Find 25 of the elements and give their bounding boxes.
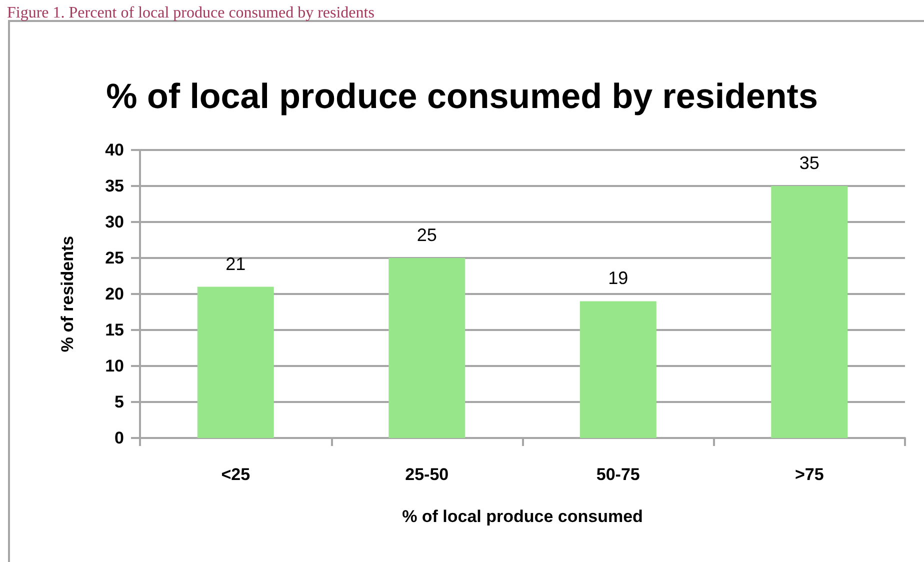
y-tick-label: 10 bbox=[105, 356, 124, 376]
y-tick-label: 15 bbox=[105, 320, 124, 340]
bar bbox=[197, 286, 274, 438]
y-tick-label: 35 bbox=[105, 176, 124, 196]
x-axis-title: % of local produce consumed bbox=[402, 507, 643, 526]
bar bbox=[580, 301, 656, 438]
y-tick-label: 40 bbox=[105, 140, 124, 160]
y-tick-label: 25 bbox=[105, 248, 124, 268]
y-tick-label: 0 bbox=[114, 428, 124, 448]
data-label: 35 bbox=[799, 153, 820, 173]
x-tick-label: 25-50 bbox=[405, 465, 449, 484]
data-label: 19 bbox=[608, 268, 628, 288]
x-tick-label: <25 bbox=[221, 465, 250, 484]
data-label: 25 bbox=[416, 225, 437, 245]
data-label: 21 bbox=[226, 254, 246, 274]
y-tick-label: 20 bbox=[105, 284, 124, 304]
chart-title: % of local produce consumed by residents bbox=[106, 77, 818, 116]
bar bbox=[388, 258, 466, 438]
x-tick-label: 50-75 bbox=[596, 465, 640, 484]
bar bbox=[771, 186, 848, 438]
caption: Figure 1. Percent of local produce consumed by residents bbox=[7, 4, 374, 22]
x-tick-label: >75 bbox=[794, 465, 824, 484]
y-axis-title: % of residents bbox=[58, 236, 77, 352]
y-tick-label: 30 bbox=[105, 212, 124, 232]
y-tick-label: 5 bbox=[114, 392, 124, 412]
